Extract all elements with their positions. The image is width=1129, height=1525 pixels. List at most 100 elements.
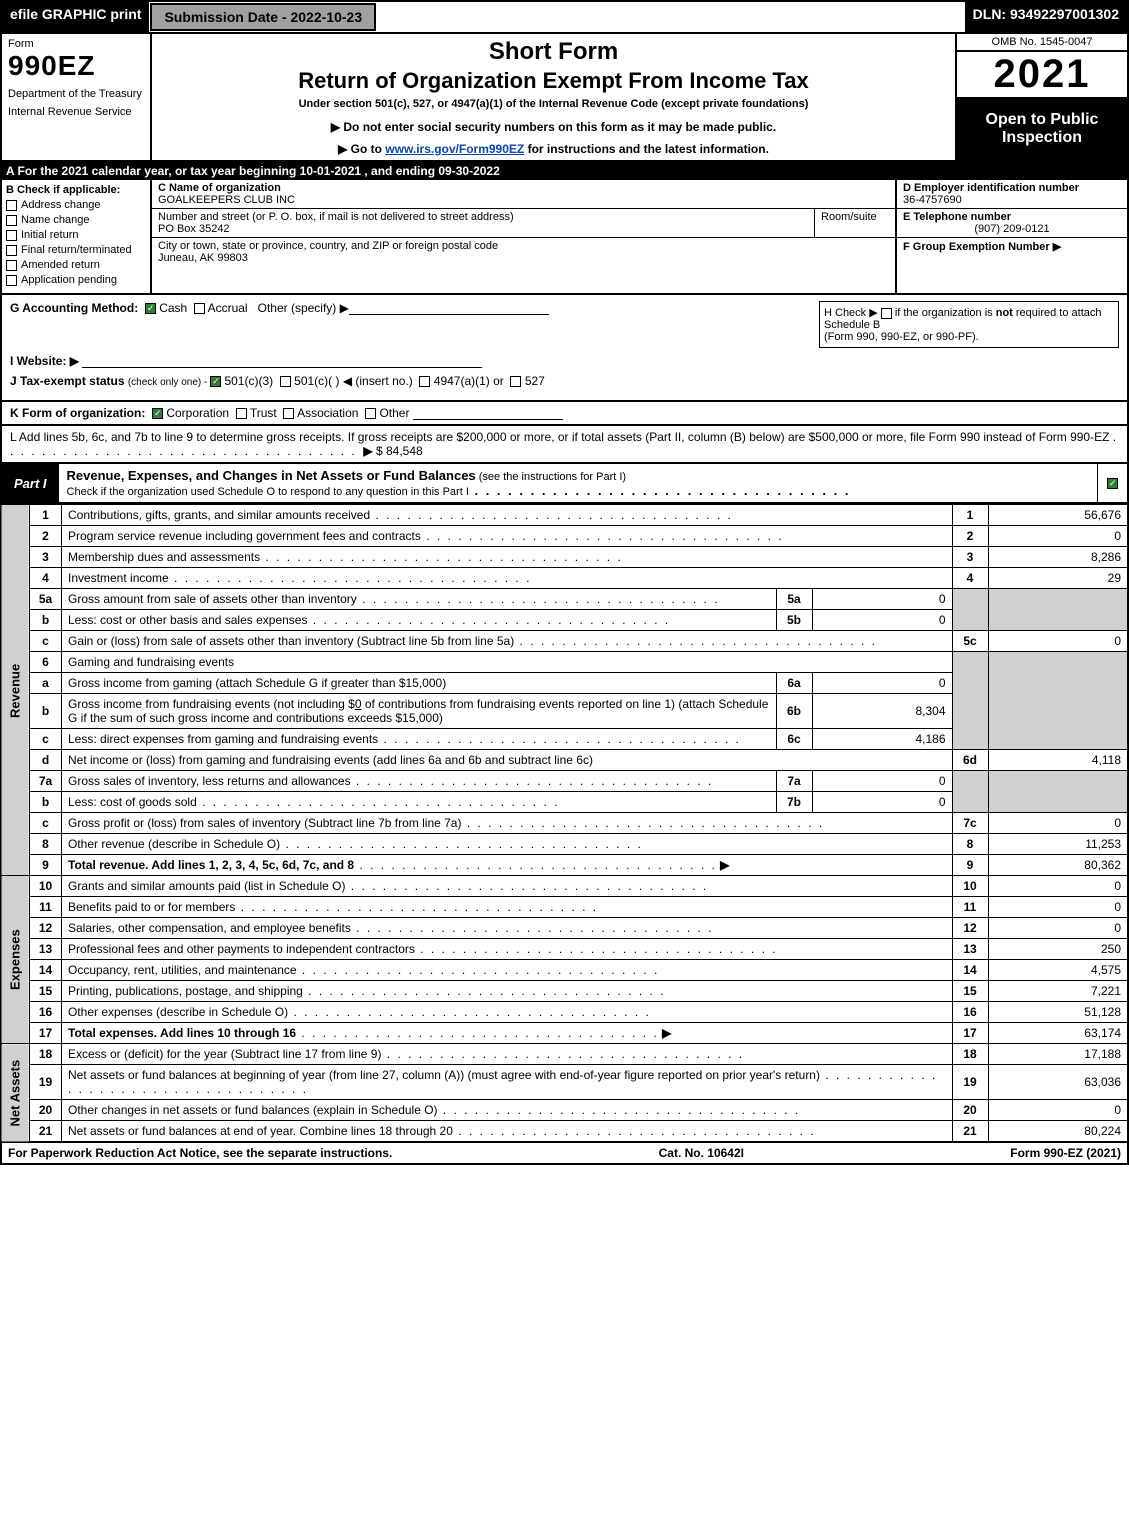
ln-col: 6d xyxy=(952,750,988,771)
table-row: 9 Total revenue. Add lines 1, 2, 3, 4, 5… xyxy=(1,855,1128,876)
section-revenue-label: Revenue xyxy=(1,505,30,876)
ln-amt: 0 xyxy=(988,813,1128,834)
ln-col: 15 xyxy=(952,981,988,1002)
k-chk-other-icon xyxy=(365,408,376,419)
k-chk-trust-icon xyxy=(236,408,247,419)
under-section: Under section 501(c), 527, or 4947(a)(1)… xyxy=(162,98,945,110)
dots-icon xyxy=(461,816,824,830)
table-row: 21 Net assets or fund balances at end of… xyxy=(1,1121,1128,1143)
goto-link[interactable]: www.irs.gov/Form990EZ xyxy=(385,142,524,156)
sub-amt: 0 xyxy=(812,792,952,813)
ln-col: 21 xyxy=(952,1121,988,1143)
dots-icon xyxy=(280,837,643,851)
e-value: (907) 209-0121 xyxy=(903,223,1121,235)
line-j: J Tax-exempt status (check only one) - 5… xyxy=(10,374,1119,388)
gray-cell xyxy=(988,771,1128,813)
ln-col: 4 xyxy=(952,568,988,589)
ln-desc: Professional fees and other payments to … xyxy=(62,939,953,960)
line-k: K Form of organization: Corporation Trus… xyxy=(0,402,1129,426)
ln-num: 6 xyxy=(30,652,62,673)
ln-col: 11 xyxy=(952,897,988,918)
ln-desc: Less: direct expenses from gaming and fu… xyxy=(62,729,777,750)
chk-label: Application pending xyxy=(21,274,117,286)
ln-desc: Net assets or fund balances at beginning… xyxy=(62,1065,953,1100)
ln-num: 5a xyxy=(30,589,62,610)
sub-ln: 5a xyxy=(776,589,812,610)
ln-amt: 11,253 xyxy=(988,834,1128,855)
c-street-row: Number and street (or P. O. box, if mail… xyxy=(152,209,895,238)
footer-right-post: (2021) xyxy=(1083,1146,1121,1160)
k-chk-assoc-icon xyxy=(283,408,294,419)
part1-header: Part I Revenue, Expenses, and Changes in… xyxy=(0,464,1129,504)
footer-left: For Paperwork Reduction Act Notice, see … xyxy=(8,1146,392,1160)
ln-col: 3 xyxy=(952,547,988,568)
form-header: Form 990EZ Department of the Treasury In… xyxy=(0,32,1129,162)
ln-desc-text: Gain or (loss) from sale of assets other… xyxy=(68,634,514,648)
dots-icon xyxy=(354,858,717,872)
ln-desc-text: Gross amount from sale of assets other t… xyxy=(68,592,357,606)
ln-num: 12 xyxy=(30,918,62,939)
line-l: L Add lines 5b, 6c, and 7b to line 9 to … xyxy=(0,426,1129,464)
ln-col: 20 xyxy=(952,1100,988,1121)
l6b-d2: 0 xyxy=(355,697,362,711)
main-title: Return of Organization Exempt From Incom… xyxy=(162,68,945,94)
ln-desc-text: Gross profit or (loss) from sales of inv… xyxy=(68,816,461,830)
h-text2: if the organization is xyxy=(892,307,996,319)
j-label: J Tax-exempt status xyxy=(10,374,125,388)
table-row: 12 Salaries, other compensation, and emp… xyxy=(1,918,1128,939)
chk-amended-return[interactable]: Amended return xyxy=(6,259,146,271)
chk-application-pending[interactable]: Application pending xyxy=(6,274,146,286)
checkbox-icon xyxy=(6,245,17,256)
chk-initial-return[interactable]: Initial return xyxy=(6,229,146,241)
ln-desc-text: Occupancy, rent, utilities, and maintena… xyxy=(68,963,297,977)
chk-final-return[interactable]: Final return/terminated xyxy=(6,244,146,256)
line-g: G Accounting Method: Cash Accrual Other … xyxy=(10,301,811,348)
block-def: D Employer identification number 36-4757… xyxy=(897,180,1127,293)
table-row: 15 Printing, publications, postage, and … xyxy=(1,981,1128,1002)
j-opt1: 501(c)(3) xyxy=(224,374,273,388)
c-room: Room/suite xyxy=(815,209,895,237)
ln-desc: Membership dues and assessments xyxy=(62,547,953,568)
efile-print-label[interactable]: efile GRAPHIC print xyxy=(2,2,149,32)
ln-desc-text: Investment income xyxy=(68,571,169,585)
ln-num: 1 xyxy=(30,505,62,526)
ln-num: 4 xyxy=(30,568,62,589)
part1-tag: Part I xyxy=(2,464,59,502)
ln-desc: Less: cost of goods sold xyxy=(62,792,777,813)
block-c: C Name of organization GOALKEEPERS CLUB … xyxy=(152,180,897,293)
ln-desc-text: Total revenue. Add lines 1, 2, 3, 4, 5c,… xyxy=(68,858,354,872)
c-city-label: City or town, state or province, country… xyxy=(158,240,889,252)
dots-icon xyxy=(260,550,623,564)
line-a: A For the 2021 calendar year, or tax yea… xyxy=(0,162,1129,180)
table-row: 2 Program service revenue including gove… xyxy=(1,526,1128,547)
h-checkbox-icon xyxy=(881,308,892,319)
chk-name-change[interactable]: Name change xyxy=(6,214,146,226)
l-arrow-icon: ▶ xyxy=(363,444,372,458)
c-name-row: C Name of organization GOALKEEPERS CLUB … xyxy=(152,180,895,209)
ln-col: 18 xyxy=(952,1044,988,1065)
sub-amt: 0 xyxy=(812,589,952,610)
j-opt2: 501(c)( ) ◀ (insert no.) xyxy=(294,374,413,388)
dots-icon xyxy=(169,571,532,585)
g-accrual: Accrual xyxy=(208,301,248,315)
ln-desc: Gaming and fundraising events xyxy=(62,652,953,673)
dots-icon xyxy=(288,1005,651,1019)
ln-amt: 8,286 xyxy=(988,547,1128,568)
chk-address-change[interactable]: Address change xyxy=(6,199,146,211)
chk-label: Amended return xyxy=(21,259,100,271)
ln-amt: 250 xyxy=(988,939,1128,960)
ln-num: 10 xyxy=(30,876,62,897)
k-chk-corp-icon xyxy=(152,408,163,419)
ln-num: 19 xyxy=(30,1065,62,1100)
d-label: D Employer identification number xyxy=(903,182,1121,194)
ln-desc: Salaries, other compensation, and employ… xyxy=(62,918,953,939)
table-row: 14 Occupancy, rent, utilities, and maint… xyxy=(1,960,1128,981)
part1-check-icon xyxy=(1107,478,1118,489)
ln-num: 3 xyxy=(30,547,62,568)
sub-ln: 7a xyxy=(776,771,812,792)
k-corp: Corporation xyxy=(166,406,229,420)
ln-num: c xyxy=(30,729,62,750)
i-label: I Website: ▶ xyxy=(10,354,79,368)
ln-desc: Gain or (loss) from sale of assets other… xyxy=(62,631,953,652)
gray-cell xyxy=(988,589,1128,631)
